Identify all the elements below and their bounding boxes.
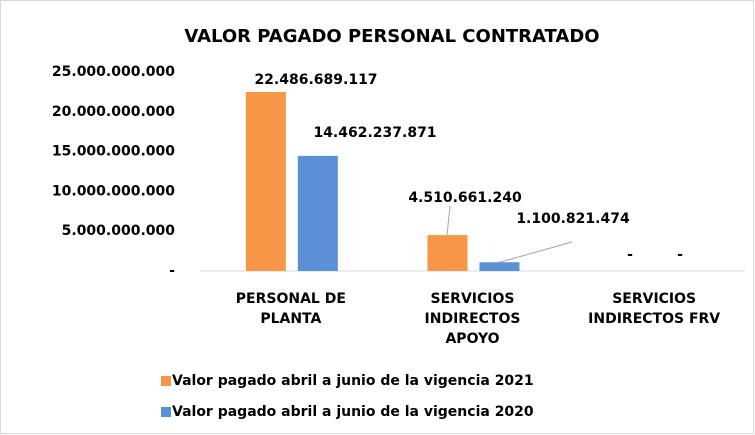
legend-label: Valor pagado abril a junio de la vigenci… bbox=[172, 373, 534, 389]
data-label: - bbox=[627, 247, 633, 263]
y-tick-label: 15.000.000.000 bbox=[52, 144, 175, 160]
y-tick-label: 20.000.000.000 bbox=[52, 104, 175, 120]
legend-label: Valor pagado abril a junio de la vigenci… bbox=[172, 404, 534, 420]
bar bbox=[297, 155, 338, 271]
bar bbox=[479, 262, 520, 271]
legend-swatch bbox=[161, 407, 171, 417]
leader-line bbox=[496, 241, 573, 264]
leader-line bbox=[446, 205, 451, 236]
data-label: 4.510.661.240 bbox=[408, 190, 522, 206]
chart-title: VALOR PAGADO PERSONAL CONTRATADO bbox=[184, 26, 599, 47]
y-tick-label: - bbox=[169, 263, 175, 279]
y-tick-label: 25.000.000.000 bbox=[52, 64, 175, 80]
data-label: 1.100.821.474 bbox=[516, 211, 630, 227]
x-tick-label: PERSONAL DE PLANTA bbox=[236, 291, 346, 327]
data-label: 22.486.689.117 bbox=[254, 72, 377, 88]
x-tick-label: SERVICIOS INDIRECTOS APOYO bbox=[425, 291, 521, 347]
x-tick-label: SERVICIOS INDIRECTOS FRV bbox=[588, 291, 720, 327]
y-tick-label: 10.000.000.000 bbox=[52, 183, 175, 199]
data-label: 14.462.237.871 bbox=[313, 125, 436, 141]
legend-swatch bbox=[161, 376, 171, 386]
bar bbox=[245, 92, 286, 271]
bar bbox=[427, 235, 468, 271]
y-tick-label: 5.000.000.000 bbox=[62, 223, 176, 239]
data-label: - bbox=[677, 247, 683, 263]
